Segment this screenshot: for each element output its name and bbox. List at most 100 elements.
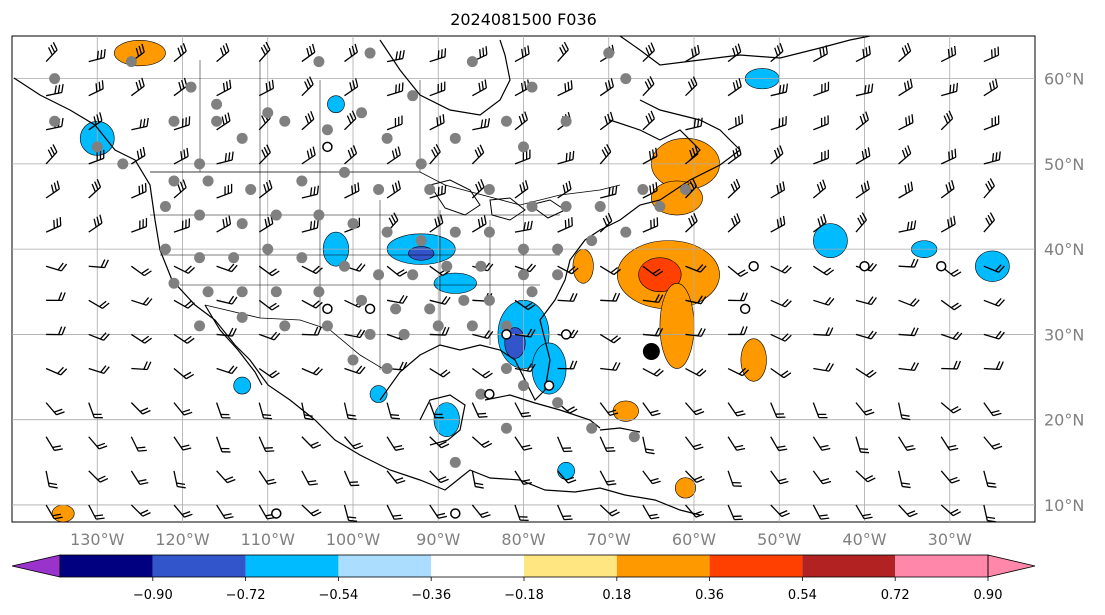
wind-barb (131, 297, 153, 306)
wind-barb (897, 470, 911, 489)
station-dot (594, 201, 606, 213)
wind-barb (684, 402, 705, 416)
wind-barb (514, 45, 530, 63)
wind-barb (642, 470, 661, 485)
wind-barb (46, 292, 66, 302)
wind-barb (940, 504, 961, 517)
station-dot (390, 303, 402, 315)
wind-barb (343, 436, 364, 450)
station-dot (279, 320, 291, 332)
station-dot (483, 226, 495, 238)
station-dot (449, 456, 461, 468)
colorbar-tick-label: 0.90 (974, 588, 1003, 603)
station-dot (449, 132, 461, 144)
longitude-label: 130°W (70, 530, 125, 549)
wind-barb (599, 504, 620, 517)
longitude-label: 60°W (672, 530, 716, 549)
wind-barb (471, 470, 484, 489)
wind-barb (941, 360, 962, 370)
wind-barb (983, 212, 996, 233)
station-dot (313, 56, 325, 68)
wind-barb (983, 78, 999, 97)
wind-barb (898, 42, 912, 63)
wind-barb (258, 367, 280, 379)
wind-barb (173, 504, 193, 518)
wind-barb (600, 361, 621, 371)
station-dot (483, 294, 495, 306)
wind-barb (770, 116, 787, 131)
wind-barb (173, 218, 191, 233)
wind-barb (301, 76, 314, 97)
wind-barb (557, 180, 572, 199)
station-dot (364, 47, 376, 59)
station-dot (586, 422, 598, 434)
station-dot (194, 158, 206, 170)
wind-barb (514, 263, 537, 273)
station-dot (228, 252, 240, 264)
wind-barb (685, 264, 707, 273)
station-dot (159, 243, 171, 255)
station-open-circle (322, 141, 333, 153)
station-dot (483, 183, 495, 195)
wind-barb (301, 146, 316, 165)
wind-barb (343, 470, 360, 487)
wind-barb (215, 402, 231, 419)
wind-barb (600, 292, 621, 302)
baja-california (204, 304, 263, 386)
station-dot (373, 183, 385, 195)
station-dot (125, 56, 137, 68)
wind-barb (472, 118, 491, 131)
wind-barb (88, 299, 110, 309)
wind-barb (386, 146, 401, 165)
wind-barb (983, 504, 996, 522)
anomaly-region-28 (369, 385, 388, 403)
colorbar-bin (895, 555, 988, 577)
wind-barb (258, 402, 273, 420)
colorbar-tick-label: 0.54 (788, 588, 817, 603)
wind-barb (131, 146, 146, 165)
wind-barb (983, 330, 1005, 340)
wind-barb (429, 504, 448, 519)
wind-barb (429, 436, 450, 449)
wind-barb (173, 470, 186, 489)
latitude-label: 30°N (1044, 325, 1084, 344)
wind-barb (813, 81, 830, 97)
political-borders (150, 60, 621, 371)
station-dot (560, 201, 572, 213)
anomaly-region-11 (51, 504, 75, 522)
wind-barb (642, 367, 664, 377)
station-open-circle (560, 329, 572, 340)
wind-barb (130, 402, 151, 415)
wind-barb (557, 360, 578, 370)
wind-barb (173, 147, 189, 165)
wind-barb (855, 330, 877, 340)
wind-barb (813, 45, 828, 63)
wind-barb (344, 145, 358, 165)
wind-barb (855, 402, 875, 416)
wind-barb (642, 294, 664, 304)
wind-barb (471, 178, 485, 199)
wind-barb (940, 180, 955, 199)
wind-barb (514, 79, 530, 97)
wind-barb (386, 50, 405, 63)
wind-barb (898, 298, 920, 307)
station-dot (168, 115, 180, 127)
station-dot (321, 124, 333, 136)
wind-barb (45, 180, 60, 199)
wind-barb (45, 402, 65, 416)
wind-barb (770, 504, 790, 518)
wind-barb (812, 402, 828, 419)
station-dot (91, 141, 103, 153)
wind-barb (897, 402, 911, 421)
colorbar-tick-label: −0.36 (411, 588, 451, 603)
longitude-label: 110°W (241, 530, 296, 549)
station-dot (407, 90, 419, 102)
station-dot (168, 277, 180, 289)
wind-barb (813, 149, 829, 165)
wind-barb (599, 212, 613, 233)
anomaly-region-2 (638, 257, 682, 293)
anomaly-region-6 (114, 39, 166, 67)
wind-barb (727, 78, 742, 97)
anomaly-region-27 (233, 376, 252, 395)
wind-barb (898, 78, 913, 97)
